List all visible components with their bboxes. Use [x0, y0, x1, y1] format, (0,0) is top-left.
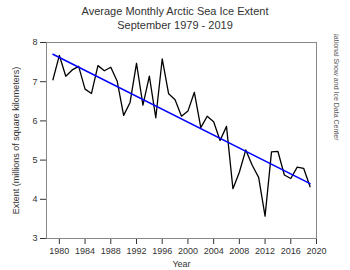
svg-text:2008: 2008 [229, 246, 249, 256]
svg-text:2016: 2016 [281, 246, 301, 256]
svg-text:2000: 2000 [178, 246, 198, 256]
svg-text:Extent (millions of square kil: Extent (millions of square kilometers) [11, 67, 21, 215]
svg-text:8: 8 [32, 37, 37, 47]
svg-text:National Snow and Ice Data Cen: National Snow and Ice Data Center [333, 34, 340, 141]
svg-text:1980: 1980 [49, 246, 69, 256]
html-text:September 1979 - 2019: September 1979 - 2019 [117, 19, 233, 31]
svg-text:3: 3 [32, 233, 37, 243]
svg-text:Year: Year [172, 259, 190, 269]
svg-text:2012: 2012 [255, 246, 275, 256]
svg-text:2004: 2004 [204, 246, 224, 256]
svg-text:5: 5 [32, 155, 37, 165]
svg-text:2020: 2020 [306, 246, 326, 256]
svg-text:1992: 1992 [126, 246, 146, 256]
svg-text:4: 4 [32, 194, 37, 204]
svg-text:1984: 1984 [75, 246, 95, 256]
svg-text:7: 7 [32, 77, 37, 87]
svg-text:6: 6 [32, 116, 37, 126]
svg-text:1988: 1988 [101, 246, 121, 256]
html-text:Average Monthly Arctic Sea Ice: Average Monthly Arctic Sea Ice Extent [81, 5, 269, 17]
svg-text:1996: 1996 [152, 246, 172, 256]
